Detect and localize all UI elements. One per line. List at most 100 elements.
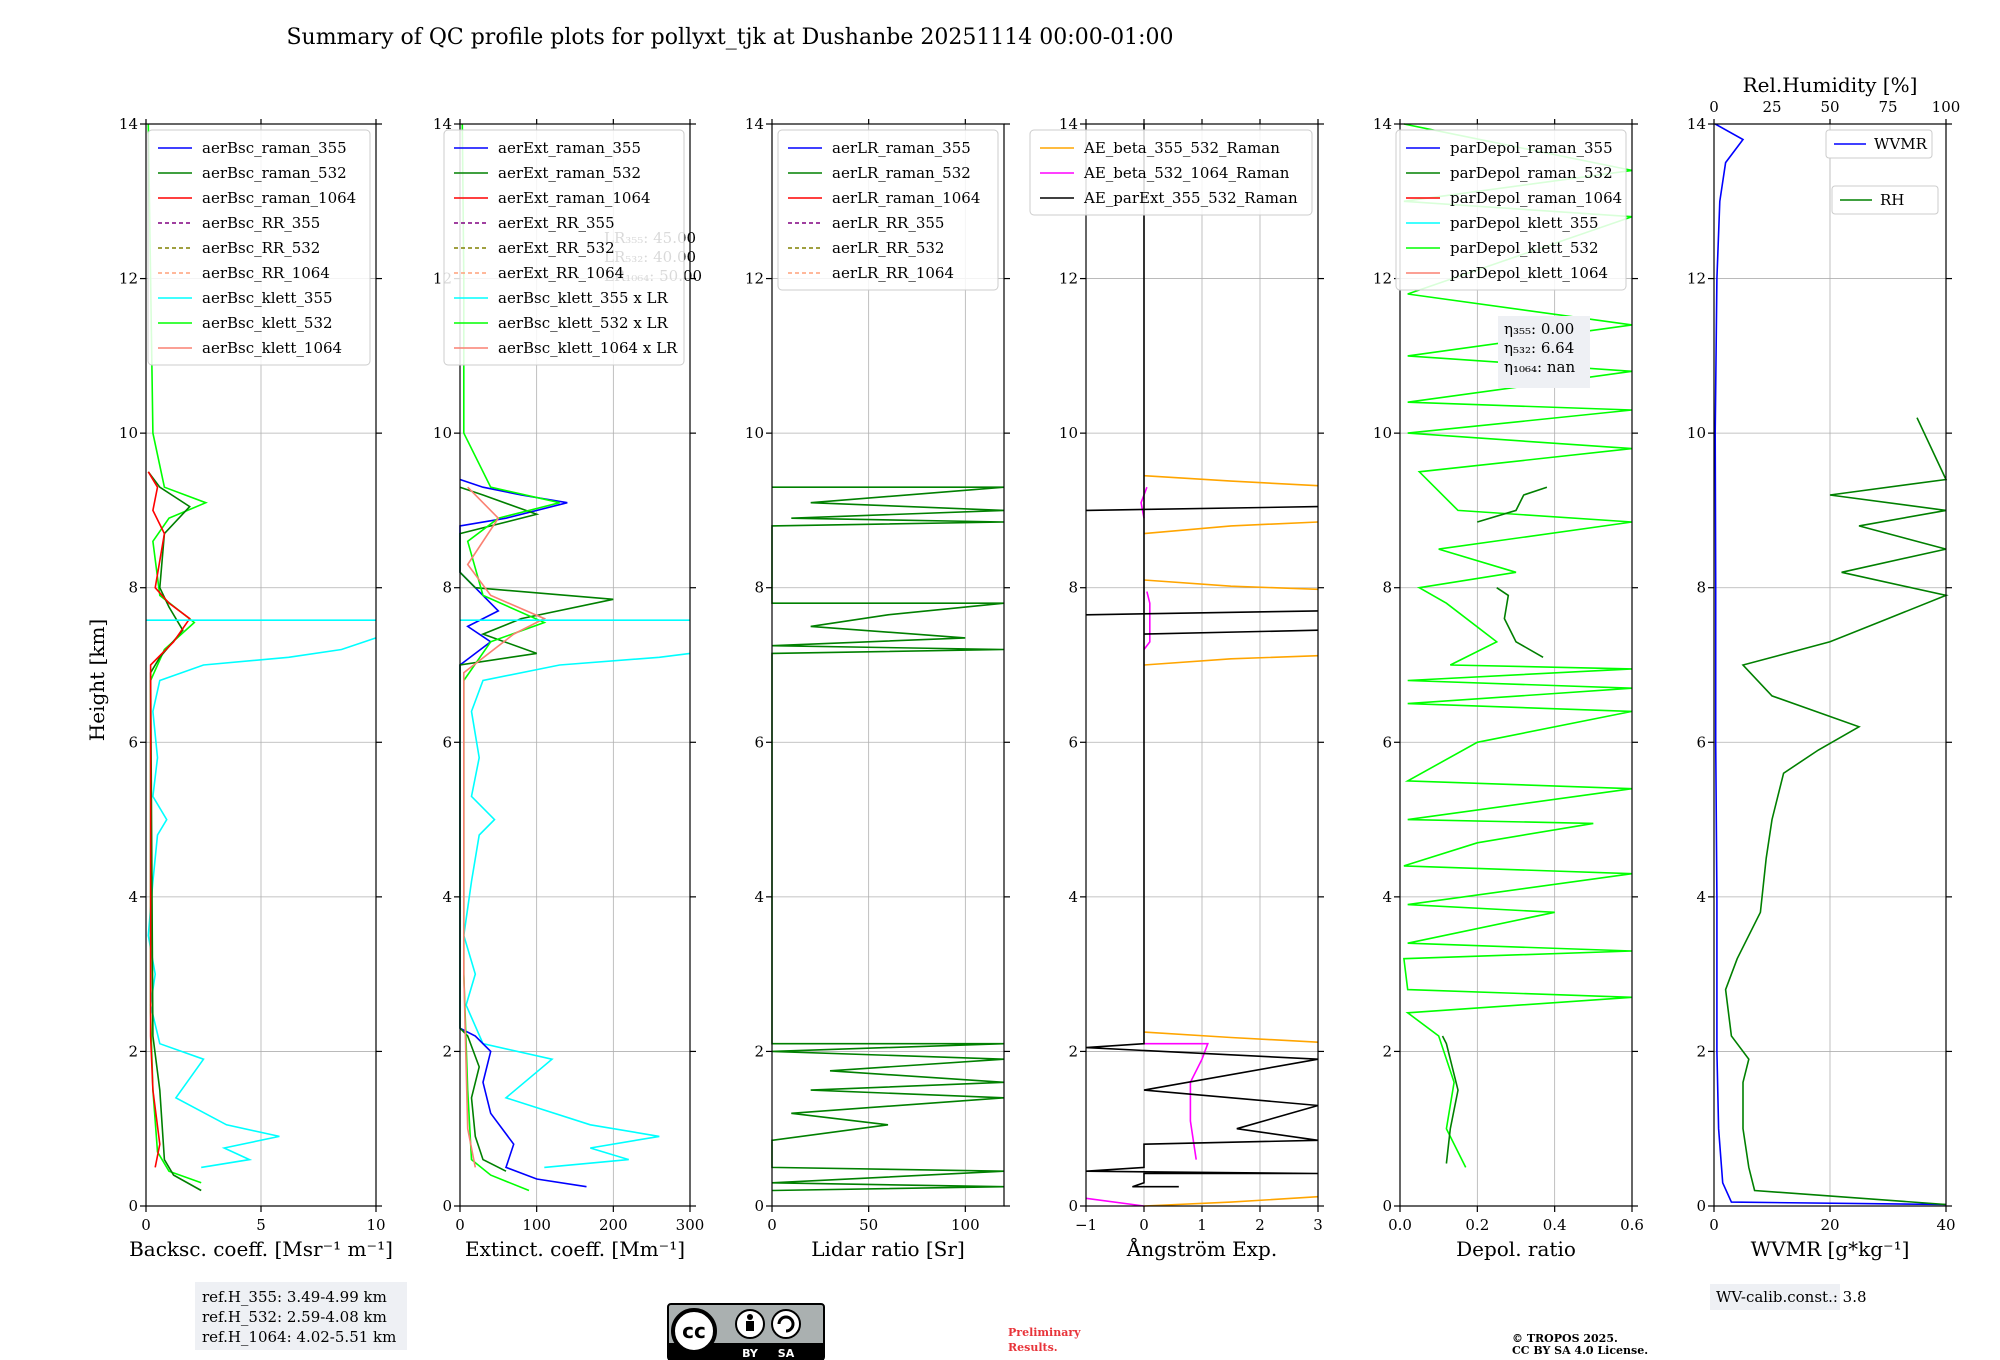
series-aerBsc-klett-532-x-LR (461, 123, 560, 1192)
y-tick-label: 4 (1696, 888, 1706, 906)
series-aerBsc-klett-355-x-LR (462, 652, 691, 1169)
series-AE-beta-532-1064-Raman-b (1144, 1042, 1209, 1160)
legend-label: aerBsc_RR_355 (202, 214, 320, 232)
by-text: BY (742, 1347, 759, 1360)
y-tick-label: 10 (1373, 424, 1392, 442)
x-tick-label: 1 (1197, 1216, 1207, 1234)
y-tick-label: 12 (1373, 270, 1392, 288)
y-tick-label: 2 (442, 1042, 452, 1060)
series-WVMR (1714, 123, 1947, 1206)
x-tick-label: 0 (141, 1216, 151, 1234)
series-aerBsc-raman-1064 (147, 471, 191, 1168)
legend: parDepol_raman_355 parDepol_raman_532 parD… (1395, 129, 1627, 291)
series-AE-parExt-355-532-Raman-b (1143, 629, 1319, 635)
x-axis-label: Extinct. coeff. [Mm⁻¹] (465, 1237, 685, 1261)
sa-text: SA (778, 1347, 795, 1360)
y-tick-label: 8 (1382, 579, 1392, 597)
panel-depol: 0.0 0.2 0.4 0.6 0 2 4 6 8 10 12 14 Depol. ratio η₃₅₅:… (1373, 115, 1644, 1261)
top-tick-label: 100 (1932, 98, 1961, 116)
series-AE-parExt-355-532-Raman-c (1085, 610, 1319, 616)
axes-frame (459, 123, 691, 1207)
y-tick-label: 6 (1068, 733, 1078, 751)
panel-wv: 0 20 40 0 2 4 6 8 10 12 14 WVMR [g*kg⁻¹] 0 25 50 75 100 R… (1687, 73, 1960, 1261)
cc-icon-text: cc (682, 1319, 706, 1343)
y-tick-label: 0 (1068, 1197, 1078, 1215)
sa-icon (771, 1309, 801, 1339)
x-axis-label: Depol. ratio (1456, 1237, 1576, 1261)
y-tick-label: 10 (1687, 424, 1706, 442)
y-tick-label: 0 (442, 1197, 452, 1215)
x-tick-label: 50 (859, 1216, 878, 1234)
y-tick-label: 8 (1068, 579, 1078, 597)
series-aerBsc-klett-1064-x-LR (462, 486, 547, 1168)
legend-box (1395, 129, 1627, 291)
x-axis-label: Lidar ratio [Sr] (811, 1237, 965, 1261)
top-tick-label: 75 (1878, 98, 1897, 116)
top-tick-label: 50 (1820, 98, 1839, 116)
legend-label: aerLR_RR_532 (832, 239, 944, 257)
series-RH (1724, 417, 1949, 1206)
x-tick-label: 0.6 (1620, 1216, 1644, 1234)
y-axis-label: Height [km] (85, 619, 109, 741)
y-tick-label: 14 (1373, 115, 1392, 133)
legend-label: WVMR (1874, 135, 1928, 153)
y-tick-label: 6 (1382, 733, 1392, 751)
legend-label: aerLR_raman_532 (832, 164, 971, 182)
series-AE-beta-532-1064-Raman-c (1143, 591, 1151, 650)
y-tick-label: 8 (1696, 579, 1706, 597)
y-tick-label: 8 (442, 579, 452, 597)
top-tick-label: 0 (1709, 98, 1719, 116)
x-tick-label: 2 (1255, 1216, 1265, 1234)
legend-label: aerBsc_klett_1064 x LR (498, 339, 678, 357)
panel-bsc: 0 5 10 0 2 4 6 8 10 12 14 Backsc. coeff. [Msr⁻¹ m⁻¹… (119, 115, 393, 1261)
y-tick-label: 10 (1059, 424, 1078, 442)
series-aerBsc-klett-355 (147, 637, 377, 1169)
legend-label: aerLR_raman_1064 (832, 189, 980, 207)
x-tick-label: −1 (1075, 1216, 1097, 1234)
legend-label: AE_beta_355_532_Raman (1083, 139, 1280, 157)
series-parDepol-raman-532-c (1477, 486, 1548, 523)
y-tick-label: 4 (754, 888, 764, 906)
y-tick-label: 12 (119, 270, 138, 288)
x-axis-label: Backsc. coeff. [Msr⁻¹ m⁻¹] (129, 1237, 393, 1261)
ref-heights-bg (195, 1282, 407, 1350)
y-tick-label: 2 (1068, 1042, 1078, 1060)
legend-label: aerLR_RR_1064 (832, 264, 954, 282)
legend-label: aerLR_raman_355 (832, 139, 971, 157)
legend-label: parDepol_raman_355 (1450, 139, 1613, 157)
legend-label: aerBsc_klett_532 x LR (498, 314, 669, 332)
x-tick-label: 40 (1936, 1216, 1955, 1234)
ref-heights-box: ref.H_355: 3.49-4.99 km ref.H_532: 2.59-… (195, 1282, 407, 1350)
legend-label: aerBsc_raman_355 (202, 139, 347, 157)
y-tick-label: 12 (745, 270, 764, 288)
x-tick-label: 0 (455, 1216, 465, 1234)
y-tick-label: 8 (128, 579, 138, 597)
x-tick-label: 0 (1709, 1216, 1719, 1234)
y-tick-label: 10 (433, 424, 452, 442)
x-tick-label: 200 (599, 1216, 628, 1234)
legend-label: aerBsc_raman_1064 (202, 189, 356, 207)
legend-box (777, 129, 999, 291)
legend-box (147, 129, 371, 366)
legend-label: parDepol_klett_355 (1450, 214, 1599, 232)
legend-label: AE_beta_532_1064_Raman (1083, 164, 1290, 182)
series-AE-beta-532-1064-Raman-d (1140, 486, 1148, 519)
legend: aerLR_raman_355 aerLR_raman_532 aerLR_rama… (777, 129, 999, 291)
series-aerExt-raman-532 (459, 486, 614, 1172)
y-tick-label: 14 (1687, 115, 1706, 133)
legend-label: parDepol_klett_1064 (1450, 264, 1608, 282)
legend: AE_beta_355_532_Raman AE_beta_532_1064_Ra… (1029, 129, 1313, 216)
legend-label: aerExt_RR_532 (498, 239, 615, 257)
series-parDepol-raman-532 (1441, 1035, 1459, 1164)
y-tick-label: 14 (745, 115, 764, 133)
legend: aerBsc_raman_355 aerBsc_raman_532 aerBsc_r… (147, 129, 371, 366)
series-AE-beta-532-1064-Raman (1085, 1197, 1145, 1207)
wv-calib-box: WV-calib.const.: 3.8 (1710, 1284, 1867, 1310)
top-axis-label: Rel.Humidity [%] (1743, 73, 1918, 97)
x-axis-label: Ångström Exp. (1126, 1236, 1277, 1261)
legend-label: aerExt_RR_355 (498, 214, 615, 232)
by-icon-head (747, 1314, 753, 1320)
series-AE-beta-355-532-Raman-e (1143, 521, 1319, 535)
